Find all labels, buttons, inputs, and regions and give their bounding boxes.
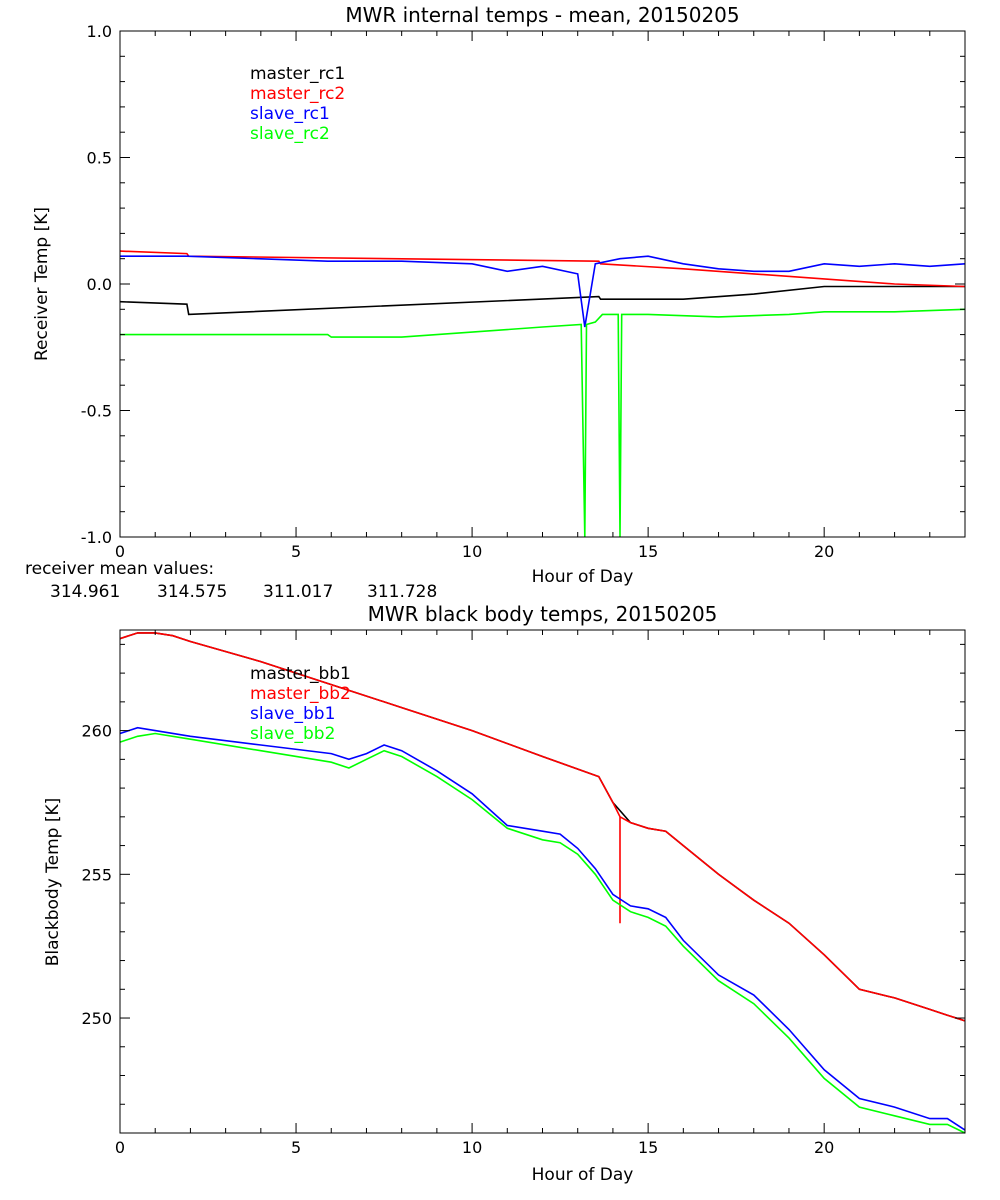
x-tick-label: 10 <box>462 542 482 561</box>
x-tick-label: 15 <box>638 542 658 561</box>
series-line-slave_bb2 <box>119 732 966 1134</box>
receiver-temps-chart: MWR internal temps - mean, 20150205 0 5 10 1… <box>32 3 966 587</box>
chart-title: MWR black body temps, 20150205 <box>368 602 718 626</box>
x-tick-label: 0 <box>115 542 125 561</box>
y-tick-label: 250 <box>81 1009 112 1028</box>
x-tick-label: 5 <box>291 1138 301 1157</box>
series-line-master_rc2 <box>119 250 966 288</box>
x-tick-label: 20 <box>814 542 834 561</box>
y-axis-label: Receiver Temp [K] <box>32 207 52 361</box>
legend-entry: slave_bb2 <box>250 724 335 744</box>
mean-value: 311.728 <box>367 582 437 602</box>
chart-title: MWR internal temps - mean, 20150205 <box>345 3 739 27</box>
legend-entry: master_rc1 <box>250 64 345 84</box>
x-axis-label: Hour of Day <box>532 1165 634 1185</box>
x-axis-label: Hour of Day <box>532 567 634 587</box>
mean-value: 314.575 <box>157 582 227 602</box>
mean-values-label: receiver mean values: <box>25 559 214 579</box>
series-line-master_bb1 <box>119 632 966 1022</box>
series-line-master_bb2 <box>119 632 966 1022</box>
series-line-master_rc1 <box>119 285 965 316</box>
legend-entry: slave_rc2 <box>250 124 330 144</box>
x-tick-label: 5 <box>291 542 301 561</box>
blackbody-temps-chart: MWR black body temps, 20150205 0 5 10 15 20 26… <box>43 602 966 1185</box>
y-tick-label: 1.0 <box>87 22 112 41</box>
plot-frame <box>119 30 966 538</box>
x-tick-label: 15 <box>638 1138 658 1157</box>
series-line-slave_rc2 <box>120 308 966 538</box>
legend-entry: slave_rc1 <box>250 104 330 124</box>
legend-entry: master_bb1 <box>250 664 351 684</box>
y-tick-label: 255 <box>81 865 112 884</box>
legend-entry: slave_bb1 <box>250 704 335 724</box>
legend-entry: master_bb2 <box>250 684 351 704</box>
receiver-mean-values: receiver mean values: 314.961 314.575 311.… <box>25 559 437 602</box>
plot-frame <box>119 629 966 1134</box>
y-tick-label: -1.0 <box>81 528 112 547</box>
mean-value: 311.017 <box>263 582 333 602</box>
y-tick-label: -0.5 <box>81 402 112 421</box>
x-tick-label: 0 <box>115 1138 125 1157</box>
mean-value: 314.961 <box>50 582 120 602</box>
legend-entry: master_rc2 <box>250 84 345 104</box>
x-tick-label: 10 <box>462 1138 482 1157</box>
x-tick-label: 20 <box>814 1138 834 1157</box>
series-line-slave_rc1 <box>120 255 966 328</box>
y-tick-label: 0.0 <box>87 275 112 294</box>
y-tick-label: 260 <box>81 722 112 741</box>
y-axis-label: Blackbody Temp [K] <box>43 798 63 967</box>
series-line-slave_bb1 <box>119 726 966 1131</box>
y-tick-label: 0.5 <box>87 149 112 168</box>
